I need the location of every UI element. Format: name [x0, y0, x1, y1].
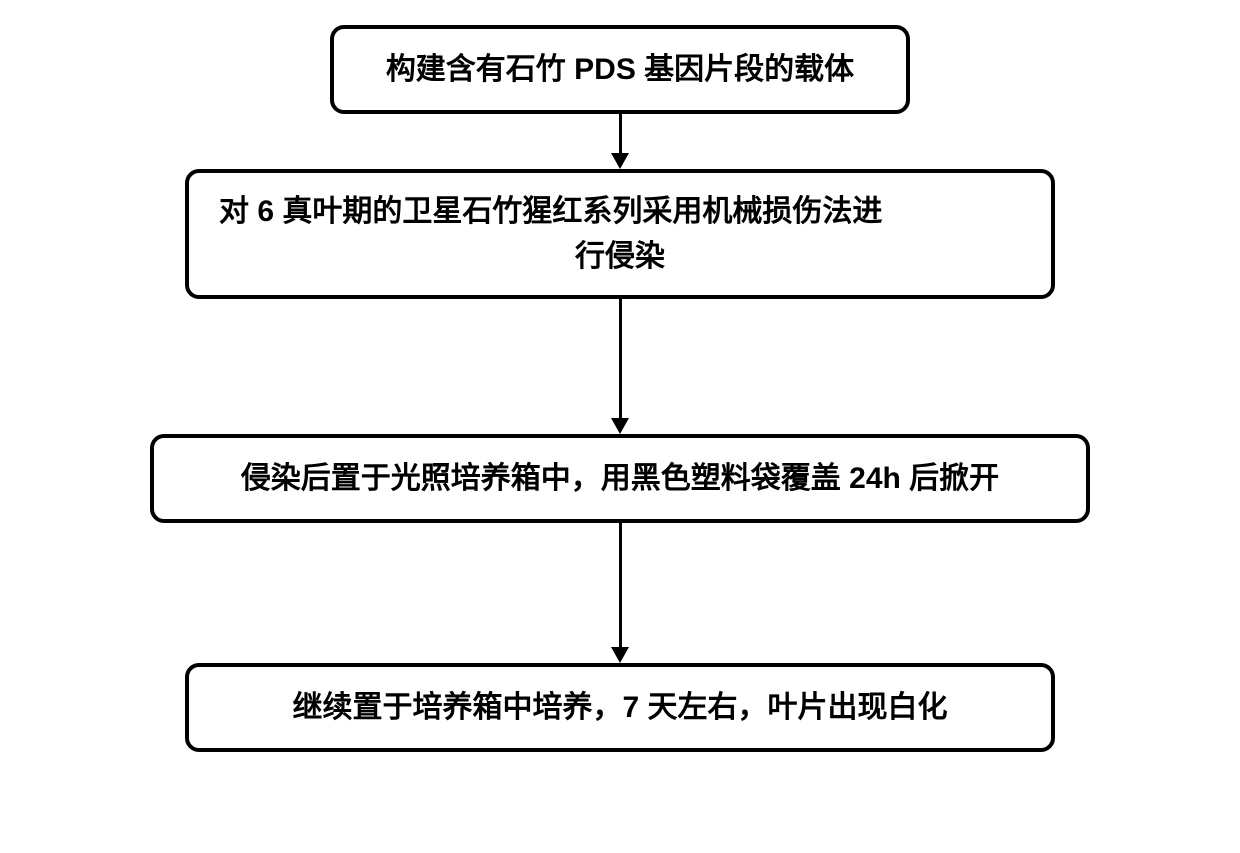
arrow-3	[611, 523, 629, 663]
flowchart-step-1: 构建含有石竹 PDS 基因片段的载体	[330, 25, 910, 114]
arrow-head-icon	[611, 153, 629, 169]
flowchart-step-2: 对 6 真叶期的卫星石竹猩红系列采用机械损伤法进 行侵染	[185, 169, 1055, 299]
arrow-head-icon	[611, 418, 629, 434]
arrow-2	[611, 299, 629, 434]
arrow-line	[619, 299, 622, 418]
arrow-head-icon	[611, 647, 629, 663]
step-3-text: 侵染后置于光照培养箱中，用黑色塑料袋覆盖 24h 后掀开	[241, 462, 999, 495]
flowchart-step-4: 继续置于培养箱中培养，7 天左右，叶片出现白化	[185, 663, 1055, 752]
step-4-text: 继续置于培养箱中培养，7 天左右，叶片出现白化	[292, 691, 947, 724]
arrow-line	[619, 523, 622, 647]
arrow-line	[619, 114, 622, 153]
arrow-1	[611, 114, 629, 169]
step-1-text: 构建含有石竹 PDS 基因片段的载体	[386, 53, 854, 86]
step-2-line1: 对 6 真叶期的卫星石竹猩红系列采用机械损伤法进	[219, 189, 1021, 234]
step-2-line2: 行侵染	[219, 234, 1021, 279]
flowchart-step-3: 侵染后置于光照培养箱中，用黑色塑料袋覆盖 24h 后掀开	[150, 434, 1090, 523]
flowchart-container: 构建含有石竹 PDS 基因片段的载体 对 6 真叶期的卫星石竹猩红系列采用机械损…	[150, 25, 1090, 752]
